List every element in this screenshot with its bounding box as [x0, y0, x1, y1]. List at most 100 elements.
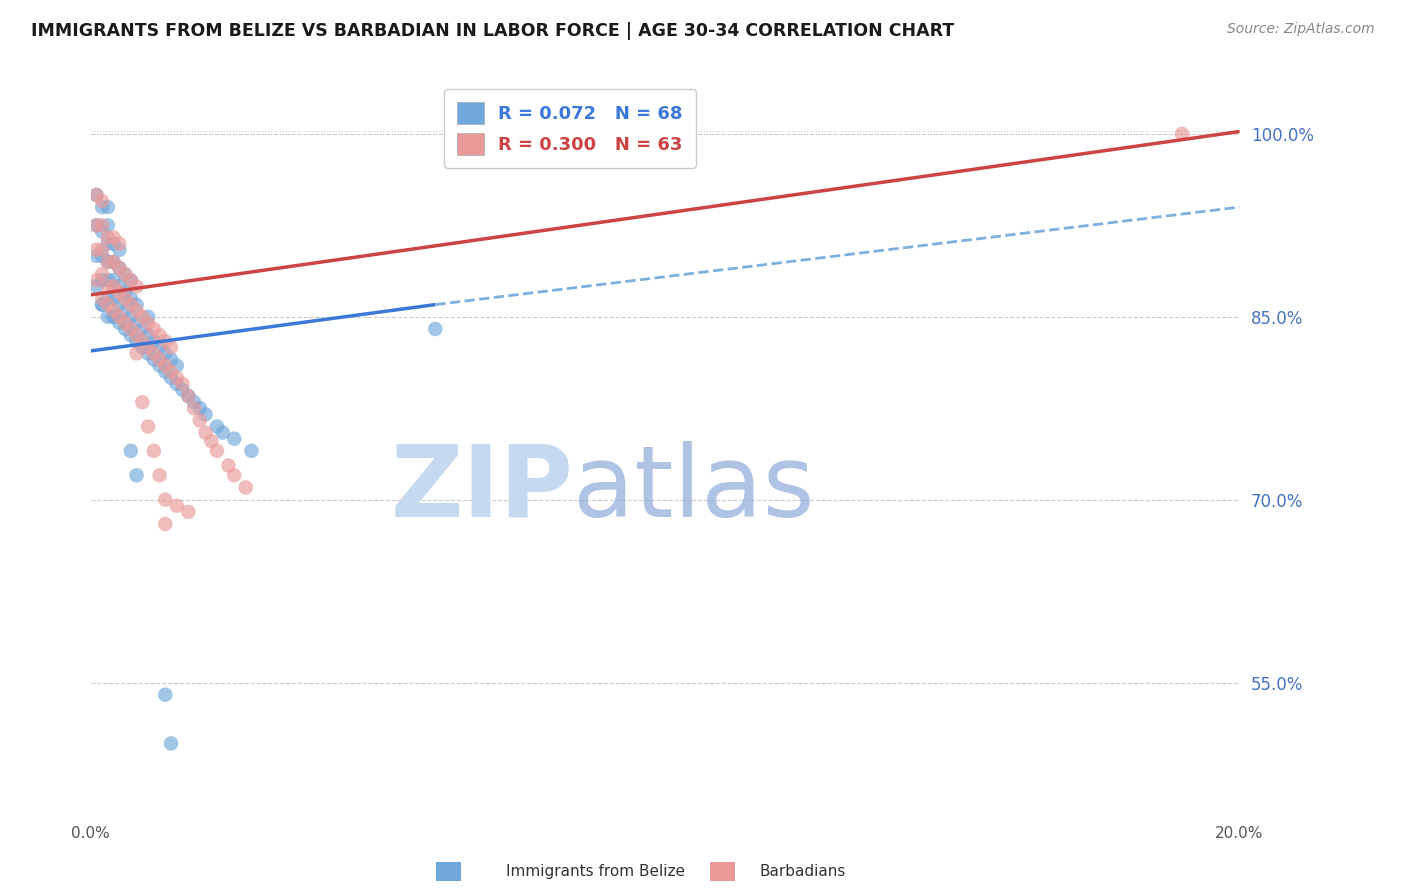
Point [97, 255, 120, 269]
Point [177, 505, 200, 519]
Point [114, 285, 136, 300]
Point [86, 243, 108, 257]
Point [114, 267, 136, 281]
Point [160, 736, 183, 750]
Point [125, 346, 148, 360]
Point [155, 359, 177, 373]
Point [136, 328, 159, 343]
Point [108, 260, 131, 275]
Point [131, 334, 153, 348]
Point [91, 200, 114, 214]
Point [160, 365, 183, 379]
Point [125, 279, 148, 293]
Text: atlas: atlas [574, 441, 815, 538]
Point [120, 273, 142, 287]
Point [108, 297, 131, 311]
Point [120, 292, 142, 306]
Text: Immigrants from Belize: Immigrants from Belize [506, 864, 685, 879]
Point [166, 370, 188, 384]
Point [97, 292, 120, 306]
Point [160, 352, 183, 367]
Point [108, 310, 131, 324]
Point [86, 219, 108, 233]
Point [120, 322, 142, 336]
Point [155, 346, 177, 360]
Point [125, 303, 148, 318]
Point [103, 236, 125, 251]
Point [86, 187, 108, 202]
Point [200, 434, 222, 449]
Text: Source: ZipAtlas.com: Source: ZipAtlas.com [1227, 22, 1375, 37]
Point [166, 359, 188, 373]
Legend: R = 0.072   N = 68, R = 0.300   N = 63: R = 0.072 N = 68, R = 0.300 N = 63 [444, 89, 696, 168]
Point [114, 316, 136, 330]
Point [97, 200, 120, 214]
Point [194, 407, 217, 421]
Point [97, 310, 120, 324]
Point [142, 443, 165, 458]
Point [91, 224, 114, 238]
Point [188, 401, 211, 416]
Text: IMMIGRANTS FROM BELIZE VS BARBADIAN IN LABOR FORCE | AGE 30-34 CORRELATION CHART: IMMIGRANTS FROM BELIZE VS BARBADIAN IN L… [31, 22, 955, 40]
Point [166, 499, 188, 513]
Point [108, 236, 131, 251]
Point [125, 328, 148, 343]
Point [97, 236, 120, 251]
Point [142, 322, 165, 336]
Point [91, 273, 114, 287]
Point [148, 468, 170, 483]
Point [91, 194, 114, 208]
Point [155, 492, 177, 507]
Point [148, 340, 170, 354]
Point [205, 443, 228, 458]
Point [97, 255, 120, 269]
Point [103, 292, 125, 306]
Point [108, 279, 131, 293]
Point [91, 292, 114, 306]
Point [103, 255, 125, 269]
Point [103, 303, 125, 318]
Point [160, 370, 183, 384]
Point [131, 322, 153, 336]
Point [97, 297, 120, 311]
Point [148, 352, 170, 367]
Point [155, 688, 177, 702]
Point [86, 187, 108, 202]
Point [136, 316, 159, 330]
Point [125, 316, 148, 330]
Point [120, 443, 142, 458]
Point [155, 365, 177, 379]
Point [136, 310, 159, 324]
Point [97, 279, 120, 293]
Point [91, 243, 114, 257]
Point [103, 255, 125, 269]
Point [166, 376, 188, 391]
Point [86, 249, 108, 263]
Point [114, 303, 136, 318]
Point [183, 395, 205, 409]
Point [205, 419, 228, 434]
Point [97, 219, 120, 233]
Point [136, 419, 159, 434]
Point [177, 389, 200, 403]
Point [125, 334, 148, 348]
Point [103, 310, 125, 324]
Point [148, 328, 170, 343]
Point [103, 310, 125, 324]
Point [86, 219, 108, 233]
Point [108, 285, 131, 300]
Point [108, 260, 131, 275]
Point [188, 413, 211, 427]
Point [103, 230, 125, 244]
Point [86, 273, 108, 287]
Text: ZIP: ZIP [391, 441, 574, 538]
Point [120, 273, 142, 287]
Point [91, 249, 114, 263]
Text: Barbadians: Barbadians [759, 864, 845, 879]
Point [142, 346, 165, 360]
Point [136, 340, 159, 354]
Point [142, 352, 165, 367]
Point [183, 401, 205, 416]
Point [125, 468, 148, 483]
Point [211, 425, 233, 440]
